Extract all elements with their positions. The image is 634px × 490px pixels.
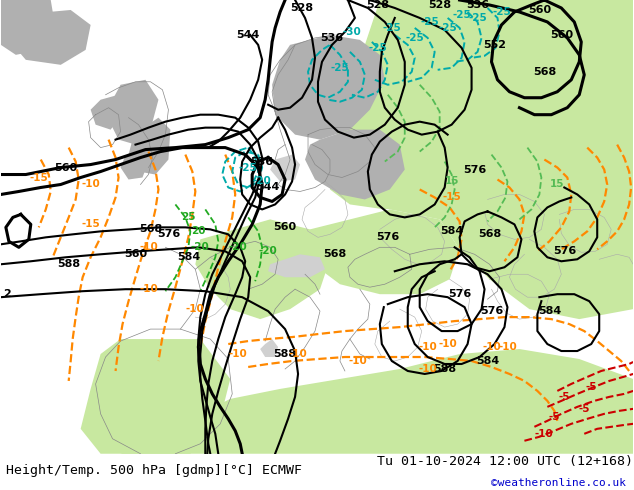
Text: 576: 576 bbox=[448, 289, 471, 299]
Text: 568: 568 bbox=[323, 249, 347, 259]
Text: -15: -15 bbox=[81, 220, 100, 229]
Text: -10: -10 bbox=[482, 342, 501, 352]
Text: 588: 588 bbox=[57, 259, 81, 270]
Text: 552: 552 bbox=[483, 40, 506, 50]
Polygon shape bbox=[110, 359, 225, 434]
Polygon shape bbox=[120, 149, 148, 179]
Text: 560: 560 bbox=[124, 249, 147, 259]
Text: -5: -5 bbox=[559, 392, 570, 402]
Text: 528: 528 bbox=[366, 0, 389, 10]
Text: -15: -15 bbox=[443, 193, 461, 202]
Text: -10: -10 bbox=[81, 179, 100, 190]
Polygon shape bbox=[108, 80, 158, 145]
Text: -30: -30 bbox=[342, 27, 361, 37]
Polygon shape bbox=[120, 349, 633, 454]
Text: -5: -5 bbox=[585, 382, 597, 392]
Text: -25: -25 bbox=[330, 63, 349, 73]
Polygon shape bbox=[129, 118, 171, 174]
Text: Tu 01-10-2024 12:00 UTC (12+168): Tu 01-10-2024 12:00 UTC (12+168) bbox=[377, 455, 633, 468]
Text: -20: -20 bbox=[191, 243, 210, 252]
Polygon shape bbox=[270, 154, 300, 181]
Text: -25: -25 bbox=[468, 13, 487, 23]
Text: 536: 536 bbox=[466, 0, 489, 10]
Text: 15: 15 bbox=[550, 179, 565, 190]
Text: 544: 544 bbox=[256, 182, 280, 193]
Text: -10: -10 bbox=[418, 342, 437, 352]
Text: ©weatheronline.co.uk: ©weatheronline.co.uk bbox=[491, 478, 626, 489]
Polygon shape bbox=[272, 35, 385, 140]
Text: 576: 576 bbox=[376, 232, 399, 243]
Polygon shape bbox=[330, 0, 633, 319]
Text: -25: -25 bbox=[420, 17, 439, 27]
Text: -5: -5 bbox=[578, 404, 590, 414]
Text: 20: 20 bbox=[191, 226, 205, 236]
Text: 568: 568 bbox=[533, 67, 556, 77]
Text: 588: 588 bbox=[273, 349, 297, 359]
Text: 544: 544 bbox=[236, 30, 260, 40]
Text: 584: 584 bbox=[538, 306, 561, 316]
Text: Height/Temp. 500 hPa [gdmp][°C] ECMWF: Height/Temp. 500 hPa [gdmp][°C] ECMWF bbox=[6, 464, 302, 477]
Text: 584: 584 bbox=[440, 226, 463, 236]
Text: 25: 25 bbox=[181, 212, 196, 222]
Text: 528: 528 bbox=[290, 3, 314, 13]
Polygon shape bbox=[1, 0, 56, 55]
Text: 576: 576 bbox=[553, 246, 576, 256]
Text: 536: 536 bbox=[250, 156, 274, 167]
Text: -10: -10 bbox=[288, 349, 307, 359]
Text: -10: -10 bbox=[349, 356, 367, 366]
Text: 576: 576 bbox=[157, 229, 180, 239]
Polygon shape bbox=[268, 254, 325, 277]
Text: 528: 528 bbox=[428, 0, 451, 10]
Text: -20: -20 bbox=[253, 176, 271, 187]
Text: -25: -25 bbox=[382, 23, 401, 33]
Polygon shape bbox=[81, 339, 230, 454]
Text: 568: 568 bbox=[478, 229, 501, 239]
Text: 560: 560 bbox=[54, 163, 77, 172]
Text: 2: 2 bbox=[3, 289, 11, 299]
Text: -25: -25 bbox=[452, 10, 471, 20]
Polygon shape bbox=[330, 154, 439, 209]
Text: -25: -25 bbox=[492, 7, 511, 17]
Text: -10: -10 bbox=[229, 349, 248, 359]
Text: -10: -10 bbox=[535, 429, 553, 439]
Text: -10: -10 bbox=[139, 243, 158, 252]
Text: -25: -25 bbox=[438, 23, 457, 33]
Text: -15: -15 bbox=[29, 172, 48, 182]
Text: -10: -10 bbox=[186, 304, 205, 314]
Text: -5: -5 bbox=[548, 412, 560, 422]
Text: -20: -20 bbox=[259, 246, 278, 256]
Text: -10: -10 bbox=[139, 284, 158, 294]
Polygon shape bbox=[195, 220, 330, 319]
Text: 560: 560 bbox=[550, 30, 573, 40]
Polygon shape bbox=[9, 10, 91, 65]
Text: 584: 584 bbox=[177, 252, 200, 262]
Text: 568: 568 bbox=[139, 224, 162, 234]
Polygon shape bbox=[260, 339, 278, 357]
Text: 15: 15 bbox=[444, 176, 459, 187]
Text: -20: -20 bbox=[229, 243, 248, 252]
Text: -25: -25 bbox=[239, 163, 257, 172]
Polygon shape bbox=[91, 95, 122, 130]
Text: 560: 560 bbox=[273, 222, 297, 232]
Polygon shape bbox=[310, 209, 460, 294]
Text: -10: -10 bbox=[498, 342, 517, 352]
Text: 584: 584 bbox=[476, 356, 499, 366]
Text: 588: 588 bbox=[433, 364, 456, 374]
Text: 560: 560 bbox=[528, 5, 551, 15]
Polygon shape bbox=[305, 130, 404, 199]
Text: 576: 576 bbox=[463, 165, 486, 174]
Text: 576: 576 bbox=[480, 306, 503, 316]
Text: -10: -10 bbox=[418, 364, 437, 374]
Text: -25: -25 bbox=[405, 33, 424, 43]
Text: -10: -10 bbox=[438, 339, 457, 349]
Text: 536: 536 bbox=[320, 33, 344, 43]
Text: -25: -25 bbox=[368, 43, 387, 53]
